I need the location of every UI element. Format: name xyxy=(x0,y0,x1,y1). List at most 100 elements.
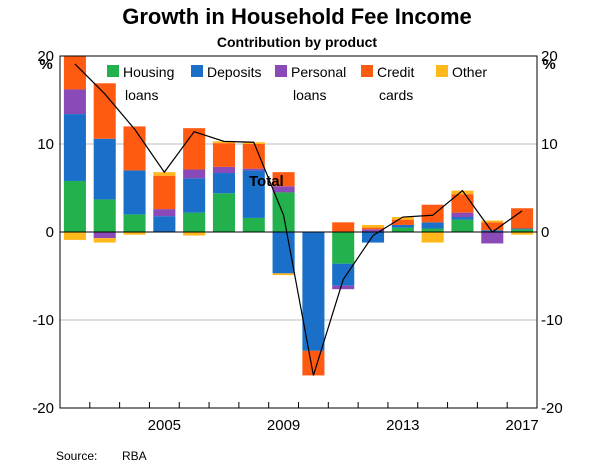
legend: Housing loans Deposits Personal loans Credit c… xyxy=(107,64,487,103)
legend-label: loans xyxy=(293,87,326,103)
bar-segment xyxy=(362,227,385,230)
axes: -20 -20 -10 -10 0 0 10 10 20 20 2005 2009 2013 2017 xyxy=(32,48,562,434)
legend-label: loans xyxy=(125,87,158,103)
bar-segment xyxy=(63,89,86,115)
bar-segment xyxy=(212,141,235,144)
legend-label: Credit xyxy=(377,64,414,80)
bar-segment xyxy=(481,222,504,231)
bar-segment xyxy=(451,217,474,220)
bar-segment xyxy=(421,204,444,223)
chart-subtitle: Contribution by product xyxy=(217,34,378,50)
legend-label: Other xyxy=(452,64,487,80)
bar-segment xyxy=(332,285,355,290)
bar-segment xyxy=(153,209,176,217)
bar-segment xyxy=(123,126,146,171)
x-tick-label: 2005 xyxy=(148,417,181,434)
legend-swatch xyxy=(436,65,448,77)
bar-segment xyxy=(302,350,325,376)
bar-segment xyxy=(391,224,414,228)
y-unit-left: % xyxy=(39,56,52,73)
bar-segment xyxy=(362,232,385,243)
y-tick-label-right: -20 xyxy=(541,400,563,417)
bar-segment xyxy=(153,175,176,210)
bar-segment xyxy=(242,168,265,171)
bar-segment xyxy=(391,219,414,225)
bar-segment xyxy=(362,229,385,232)
bar-segment xyxy=(93,238,116,243)
bar-segment xyxy=(183,212,206,232)
bar-segment xyxy=(242,217,265,232)
legend-label: Personal xyxy=(291,64,346,80)
bar-segment xyxy=(212,166,235,174)
bar-segment xyxy=(421,222,444,229)
bar-segment xyxy=(63,56,86,90)
legend-swatch xyxy=(107,65,119,77)
bar-segment xyxy=(93,199,116,232)
y-tick-label-right: 20 xyxy=(541,48,558,65)
bar-segment xyxy=(511,208,534,229)
y-tick-label-right: 10 xyxy=(541,136,558,153)
bar-segment xyxy=(212,193,235,232)
legend-label: Deposits xyxy=(207,64,261,80)
legend-swatch xyxy=(361,65,373,77)
bar-segment xyxy=(391,227,414,232)
y-tick-label-right: -10 xyxy=(541,312,563,329)
legend-label: Housing xyxy=(123,64,174,80)
x-tick-label: 2017 xyxy=(505,417,538,434)
bar-segment xyxy=(511,232,534,235)
total-annotation: Total xyxy=(249,173,284,190)
chart-title: Growth in Household Fee Income xyxy=(122,4,472,29)
total-series-line xyxy=(74,63,523,376)
bar-segment xyxy=(63,180,86,232)
bar-segment xyxy=(183,169,206,179)
y-tick-label-right: 0 xyxy=(541,224,549,241)
bar-segment xyxy=(123,214,146,232)
bar-segment xyxy=(421,228,444,232)
bar-segment xyxy=(242,144,265,169)
bar-segment xyxy=(332,222,355,232)
y-tick-label-left: -20 xyxy=(32,400,54,417)
y-tick-label-left: 0 xyxy=(46,224,54,241)
bar-segment xyxy=(391,217,414,220)
y-tick-label-left: 10 xyxy=(37,136,54,153)
x-tick-label: 2009 xyxy=(267,417,300,434)
bar-segment xyxy=(451,190,474,195)
y-tick-label-left: 20 xyxy=(37,48,54,65)
bar-segment xyxy=(272,186,295,193)
bar-segment xyxy=(93,83,116,139)
bar-segment xyxy=(242,170,265,218)
bar-segment xyxy=(362,224,385,228)
bar-segment xyxy=(123,170,146,215)
bar-segment xyxy=(212,173,235,194)
bar-segment xyxy=(332,232,355,264)
bar-segment xyxy=(421,232,444,243)
source-value: RBA xyxy=(122,449,147,463)
legend-swatch xyxy=(191,65,203,77)
bar-segment xyxy=(272,232,295,274)
y-unit-right: % xyxy=(542,56,555,73)
bar-segment xyxy=(123,232,146,235)
bar-segment xyxy=(63,232,86,240)
bar-segment xyxy=(183,232,206,236)
bars xyxy=(63,56,534,376)
bar-segment xyxy=(302,232,325,351)
bar-segment xyxy=(93,232,116,239)
bar-segment xyxy=(481,220,504,223)
x-tick-label: 2013 xyxy=(386,417,419,434)
bar-segment xyxy=(212,143,235,167)
bar-segment xyxy=(272,273,295,276)
bar-segment xyxy=(272,172,295,187)
legend-label: cards xyxy=(379,87,413,103)
bar-segment xyxy=(332,263,355,286)
bar-segment xyxy=(481,232,504,244)
bar-segment xyxy=(451,212,474,218)
source-label: Source: xyxy=(56,449,97,463)
bar-segment xyxy=(153,216,176,232)
bar-segment xyxy=(63,114,86,181)
bar-segment xyxy=(511,228,534,230)
legend-swatch xyxy=(275,65,287,77)
bar-segment xyxy=(153,172,176,176)
bar-segment xyxy=(93,138,116,200)
bar-segment xyxy=(183,178,206,213)
